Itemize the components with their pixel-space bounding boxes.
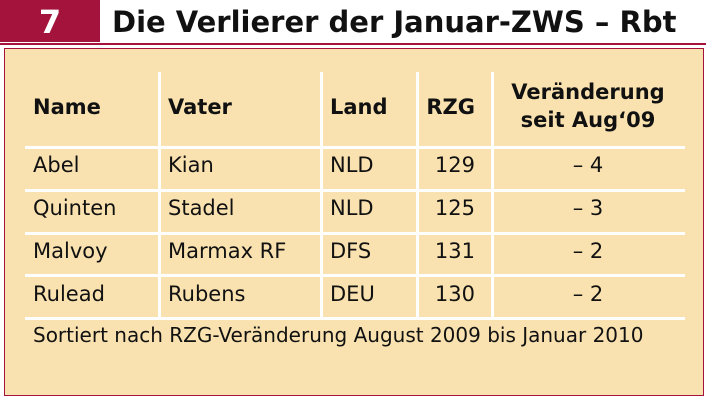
table-cell: NLD	[330, 153, 374, 177]
table-cell: 130	[434, 282, 475, 306]
column-header: RZG	[426, 95, 475, 119]
table-cell: Quinten	[33, 196, 117, 220]
row-divider	[25, 189, 685, 192]
table-cell: 129	[434, 153, 475, 177]
row-divider	[25, 317, 685, 320]
column-header: Veränderung	[511, 80, 665, 104]
row-divider	[25, 146, 685, 149]
table-cell: Rubens	[168, 282, 246, 306]
table-cell: Kian	[168, 153, 214, 177]
column-header: Vater	[168, 95, 232, 119]
table-cell: DFS	[330, 239, 372, 263]
table-cell: 125	[434, 196, 475, 220]
table-cell: – 4	[572, 153, 604, 177]
column-header: Name	[33, 95, 101, 119]
column-divider	[416, 72, 419, 320]
table-cell: Marmax RF	[168, 239, 287, 263]
table-cell: – 2	[572, 282, 604, 306]
column-divider	[320, 72, 323, 320]
column-header: Land	[330, 95, 388, 119]
table-cell: Abel	[33, 153, 80, 177]
row-divider	[25, 274, 685, 277]
table-cell: Stadel	[168, 196, 235, 220]
table-cell: Rulead	[33, 282, 105, 306]
header-title: Die Verlierer der Januar-ZWS – Rbt	[112, 5, 677, 39]
column-divider	[491, 72, 494, 320]
table-panel	[4, 48, 704, 396]
table-cell: DEU	[330, 282, 375, 306]
footnote: Sortiert nach RZG-Veränderung August 200…	[33, 323, 644, 347]
header-number: 7	[0, 0, 100, 42]
column-divider	[158, 72, 161, 320]
header-rule	[0, 43, 706, 45]
row-divider	[25, 232, 685, 235]
table-cell: Malvoy	[33, 239, 108, 263]
table-cell: – 2	[572, 239, 604, 263]
table-cell: NLD	[330, 196, 374, 220]
table-cell: 131	[434, 239, 475, 263]
column-header: seit Aug‘09	[520, 108, 656, 132]
table-cell: – 3	[572, 196, 604, 220]
